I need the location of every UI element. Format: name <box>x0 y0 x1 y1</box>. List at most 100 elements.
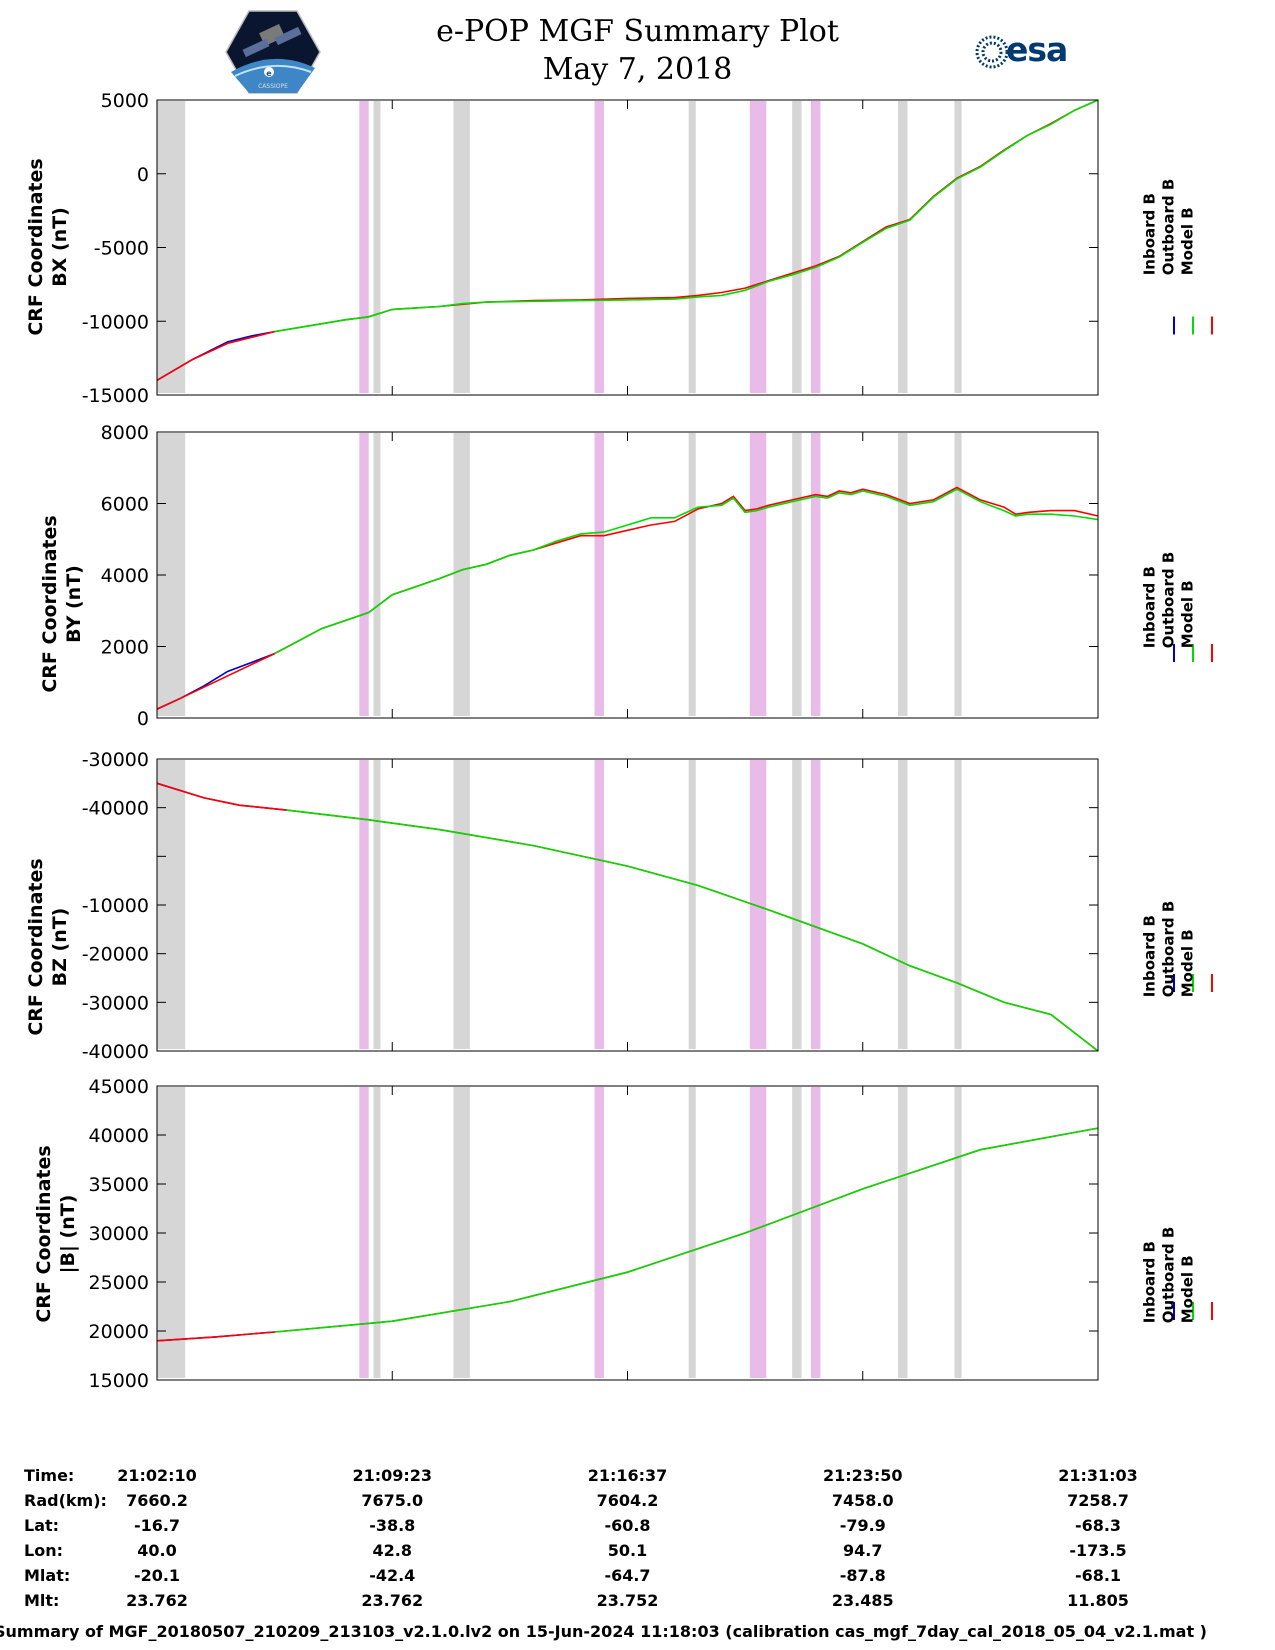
ephemeris-value: 42.8 <box>372 1541 412 1560</box>
ephemeris-value: 21:31:03 <box>1058 1466 1138 1485</box>
ephemeris-value: 21:02:10 <box>117 1466 197 1485</box>
ephemeris-value: -87.8 <box>839 1566 886 1585</box>
esa-logo-text: esa <box>1006 30 1068 69</box>
data-gap-band <box>688 433 696 716</box>
data-gap-band <box>688 760 696 1049</box>
ephemeris-value: 23.485 <box>831 1591 894 1610</box>
ephemeris-value: -20.1 <box>133 1566 181 1585</box>
ephemeris-value: -16.7 <box>133 1516 181 1535</box>
data-gap-band <box>749 101 767 393</box>
data-gap-band <box>359 1087 369 1378</box>
ephemeris-value: 23.752 <box>596 1591 659 1610</box>
bz-legend: Inboard B Outboard B Model B <box>1140 900 1197 998</box>
ephemeris-value: 94.7 <box>843 1541 883 1560</box>
y-tick-label: -10000 <box>82 311 149 333</box>
data-gap-band <box>594 101 604 393</box>
bz-ylabel: CRF Coordinates BZ (nT) <box>25 858 71 1036</box>
ephemeris-value: 11.805 <box>1067 1591 1129 1610</box>
ephemeris-value: 7675.0 <box>361 1491 424 1510</box>
ephemeris-value: -64.7 <box>604 1566 651 1585</box>
data-gap-band <box>810 760 821 1049</box>
data-gap-band <box>594 433 604 716</box>
y-tick-label: -10000 <box>82 895 149 917</box>
y-tick-label: 8000 <box>101 422 149 444</box>
data-gap-band <box>749 760 767 1049</box>
data-gap-band <box>594 760 604 1049</box>
eph-label-rad: Rad(km): <box>24 1491 107 1510</box>
ephemeris-value: -173.5 <box>1069 1541 1127 1560</box>
y-tick-label: -30000 <box>82 749 149 771</box>
ephemeris-value: 21:23:50 <box>822 1466 903 1485</box>
svg-text:CASSIOPE: CASSIOPE <box>258 83 288 90</box>
ephemeris-value: 21:16:37 <box>587 1466 668 1485</box>
data-gap-band <box>373 101 381 393</box>
data-gap-band <box>898 101 908 393</box>
data-gap-band <box>594 1087 604 1378</box>
y-tick-label: 2000 <box>101 637 149 659</box>
y-tick-label: 35000 <box>89 1174 149 1196</box>
y-tick-label: 0 <box>137 708 149 730</box>
data-gap-band <box>688 101 696 393</box>
ephemeris-value: -42.4 <box>369 1566 416 1585</box>
data-gap-band <box>373 760 381 1049</box>
data-gap-band <box>749 1087 767 1378</box>
eph-label-time: Time: <box>24 1466 75 1485</box>
data-gap-band <box>453 101 470 393</box>
ephemeris-value: 7604.2 <box>596 1491 659 1510</box>
y-tick-label: 5000 <box>101 90 149 112</box>
y-tick-label: -40000 <box>82 798 149 820</box>
y-tick-label: -20000 <box>82 944 149 966</box>
y-tick-label: -30000 <box>82 992 149 1014</box>
y-tick-label: 4000 <box>101 565 149 587</box>
by-ylabel: CRF Coordinates BY (nT) <box>39 515 85 693</box>
data-gap-band <box>373 1087 381 1378</box>
data-gap-band <box>898 433 908 716</box>
data-gap-band <box>359 760 369 1049</box>
data-gap-band <box>810 433 821 716</box>
data-gap-band <box>954 1087 962 1378</box>
ephemeris-value: 23.762 <box>126 1591 188 1610</box>
data-gap-band <box>359 433 369 716</box>
y-tick-label: 25000 <box>89 1272 149 1294</box>
data-gap-band <box>359 101 369 393</box>
y-tick-label: 20000 <box>89 1321 149 1343</box>
ephemeris-value: 23.762 <box>361 1591 424 1610</box>
ephemeris-value: 7258.7 <box>1067 1491 1129 1510</box>
plot-date: May 7, 2018 <box>542 52 733 87</box>
series-line-outboard-b <box>286 809 1099 1052</box>
ephemeris-value: 21:09:23 <box>352 1466 433 1485</box>
eph-label-mlat: Mlat: <box>24 1566 71 1585</box>
y-tick-label: -40000 <box>82 1041 149 1063</box>
data-gap-band <box>954 760 962 1049</box>
y-tick-label: 40000 <box>89 1125 149 1147</box>
data-gap-band <box>373 433 381 716</box>
y-tick-label: 30000 <box>89 1223 149 1245</box>
plot-title: e-POP MGF Summary Plot <box>436 14 839 49</box>
ephemeris-value: -68.3 <box>1074 1516 1122 1535</box>
y-tick-label: 15000 <box>89 1370 149 1392</box>
series-line-outboard-b <box>274 99 1099 333</box>
ephemeris-value: -38.8 <box>369 1516 416 1535</box>
y-tick-label: 0 <box>137 164 149 186</box>
ephemeris-value: -60.8 <box>604 1516 651 1535</box>
eph-label-lat: Lat: <box>24 1516 60 1535</box>
bx-legend: Inboard B Outboard B Model B <box>1140 178 1197 276</box>
data-gap-band <box>688 1087 696 1378</box>
summary-footer: Summary of MGF_20180507_210209_213103_v2… <box>0 1622 1207 1641</box>
data-gap-band <box>810 101 821 393</box>
ephemeris-value: 7458.0 <box>831 1491 894 1510</box>
data-gap-band <box>792 1087 802 1378</box>
data-gap-band <box>749 433 767 716</box>
series-line-outboard-b <box>274 488 1099 655</box>
y-tick-label: 45000 <box>89 1076 149 1098</box>
data-gap-band <box>810 1087 821 1378</box>
data-gap-band <box>453 760 470 1049</box>
btotal-ylabel: CRF Coordinates |B| (nT) <box>33 1145 79 1323</box>
ephemeris-value: 50.1 <box>607 1541 648 1560</box>
series-line-outboard-b <box>274 1127 1099 1333</box>
bx-ylabel: CRF Coordinates BX (nT) <box>25 158 71 336</box>
svg-text:e: e <box>266 69 272 78</box>
data-gap-band <box>954 101 962 393</box>
data-gap-band <box>954 433 962 716</box>
